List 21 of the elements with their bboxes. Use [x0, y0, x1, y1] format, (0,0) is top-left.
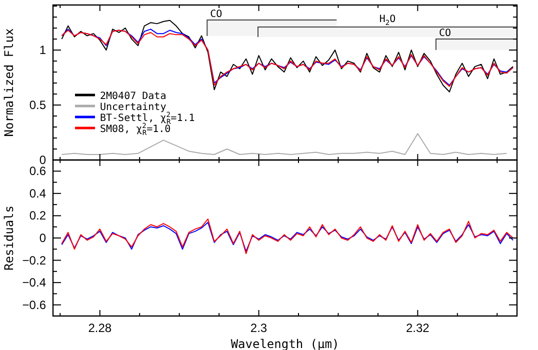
legend-label: Uncertainty — [100, 102, 166, 113]
y-tick-label: 0.4 — [29, 186, 46, 200]
y-tick-label: 0.6 — [29, 164, 46, 178]
y-tick-label: −0.2 — [22, 253, 46, 268]
band-label: CO — [438, 28, 452, 39]
line-series — [61, 133, 508, 156]
x-tick-label: 2.3 — [250, 321, 268, 335]
y-axis-title: Residuals — [2, 205, 16, 271]
y-tick-label: 1 — [39, 43, 46, 58]
y-tick-label: 0.5 — [29, 98, 46, 112]
y-tick-label: −0.4 — [22, 276, 46, 290]
legend-label: 2M0407 Data — [100, 91, 166, 102]
x-tick-label: 2.32 — [406, 321, 430, 335]
band-label: H$_{2}$O — [379, 14, 396, 27]
x-tick-label: 2.28 — [88, 321, 112, 335]
y-axis-title: Normalized Flux — [2, 28, 16, 137]
y-tick-label: 0.2 — [29, 208, 46, 223]
y-tick-label: 0 — [39, 153, 46, 167]
y-tick-label: 0 — [39, 231, 46, 245]
y-tick-label: −0.6 — [22, 298, 46, 312]
band-label: CO — [210, 9, 222, 20]
